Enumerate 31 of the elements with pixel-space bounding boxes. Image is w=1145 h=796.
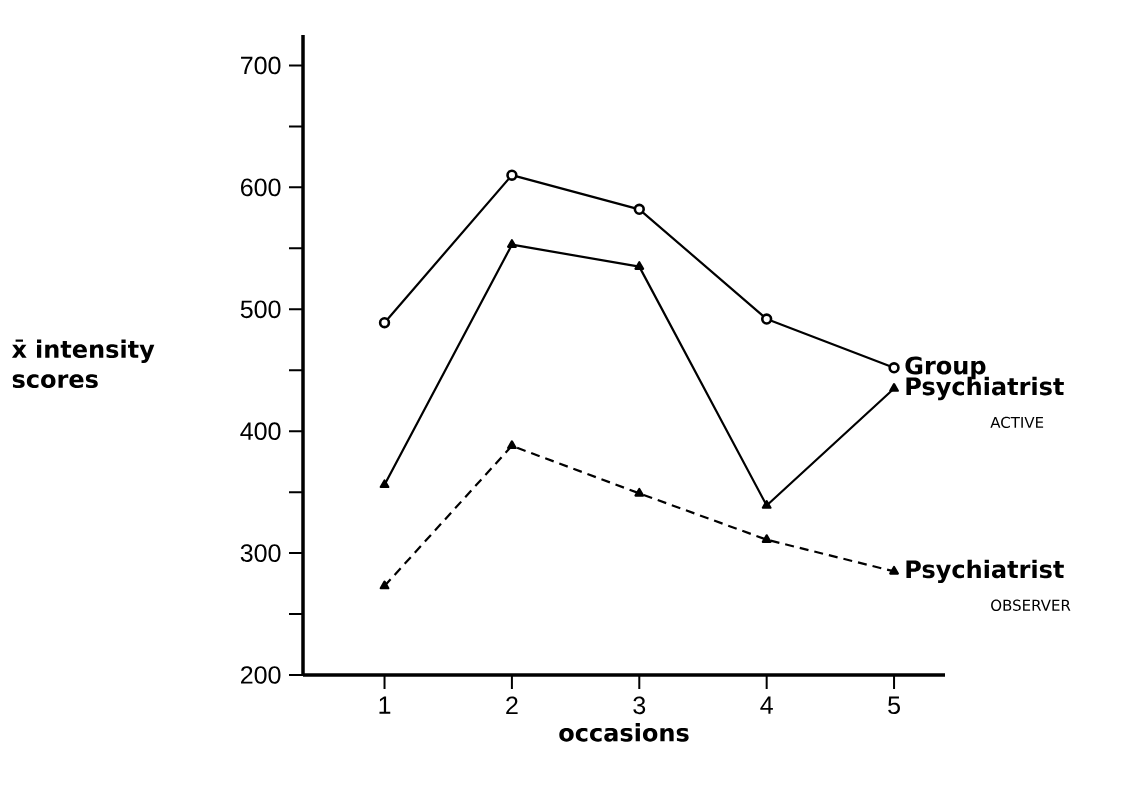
point <box>379 479 390 489</box>
point <box>634 487 645 497</box>
y-tick-label: 300 <box>240 544 281 562</box>
text: OBSERVER <box>991 599 1071 611</box>
y-tick-label: 500 <box>240 300 281 319</box>
y-tick-label: 600 <box>241 178 281 197</box>
point <box>507 239 517 248</box>
point <box>378 316 391 329</box>
x-tick-label: 3 <box>633 696 646 715</box>
point <box>760 313 773 325</box>
text: ACTIVE <box>990 416 1044 429</box>
x-tick-label: 4 <box>760 696 773 714</box>
y-tick-label: 200 <box>241 666 281 684</box>
series-label: Psychiatrist <box>906 559 1064 584</box>
point <box>633 203 645 216</box>
point <box>507 440 517 450</box>
point <box>888 362 900 374</box>
point <box>761 534 772 543</box>
y-tick-label: 700 <box>241 56 281 75</box>
x-tick-label: 2 <box>506 696 518 714</box>
x-axis-title: occasions <box>559 723 689 742</box>
x-tick-label: 1 <box>379 696 391 714</box>
y-tick-label: 400 <box>240 422 281 441</box>
point <box>889 383 899 392</box>
x-tick-label: 5 <box>888 696 900 714</box>
point <box>761 500 772 509</box>
point <box>379 580 390 590</box>
point <box>506 169 518 181</box>
y-axis-title: x̄ intensity scores <box>11 339 155 389</box>
point <box>634 261 645 270</box>
point <box>889 565 899 575</box>
